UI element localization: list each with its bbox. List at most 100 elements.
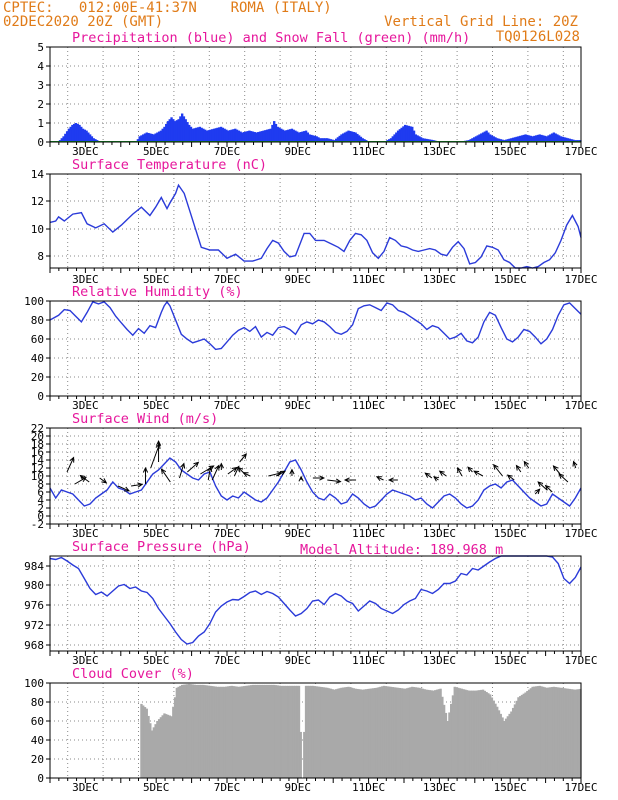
cloud-bar: [165, 714, 168, 778]
cloud-bar: [549, 687, 552, 778]
series-line: [49, 555, 582, 645]
x-tick-label: 17DEC: [564, 273, 597, 286]
cloud-bar: [365, 689, 368, 778]
wind-arrow-head: [552, 465, 559, 471]
cloud-bar: [538, 685, 541, 778]
precip-bar: [520, 135, 524, 142]
precip-bar: [168, 119, 171, 142]
cloud-bar: [511, 707, 515, 778]
precip-bar: [267, 129, 271, 142]
x-tick-label: 7DEC: [214, 654, 241, 667]
wind-arrow: [80, 475, 90, 483]
cloud-bar: [577, 689, 580, 778]
cloud-bar: [481, 689, 485, 778]
precip-bar: [327, 138, 331, 142]
y-tick-label: 40: [31, 734, 44, 747]
precip-bar: [209, 129, 212, 142]
precip-bar: [223, 128, 226, 142]
cloud-bar: [166, 714, 170, 778]
cloud-bar: [257, 684, 260, 778]
cloud-bar: [542, 686, 545, 778]
cloud-bar: [473, 690, 476, 778]
cloud-bar: [246, 685, 249, 778]
cloud-bar: [276, 685, 279, 778]
precip-bar: [74, 123, 78, 142]
y-tick-label: 984: [24, 560, 44, 573]
precip-bar: [212, 128, 216, 142]
x-tick-label: 17DEC: [564, 145, 597, 158]
precip-bar: [566, 138, 570, 142]
cloud-bar: [492, 700, 495, 778]
precip-bar: [515, 136, 518, 142]
cloud-bar: [180, 684, 184, 778]
cloud-bar: [398, 687, 402, 778]
wind-arrow-head: [523, 460, 529, 467]
cloud-bar: [448, 712, 451, 778]
wind-arrow-head: [280, 470, 287, 476]
cloud-bar: [269, 684, 272, 778]
cloud-bar: [412, 687, 416, 778]
precip-bar: [273, 121, 276, 142]
cloud-bar: [428, 690, 432, 778]
x-tick-label: 5DEC: [143, 781, 170, 794]
cloud-bar: [260, 684, 263, 778]
wind-arrow-head: [80, 477, 87, 483]
cloud-bar: [393, 687, 396, 778]
precip-bar: [412, 130, 416, 142]
precip-bar: [205, 130, 209, 142]
precip-bar: [78, 124, 81, 142]
precip-bar: [280, 128, 283, 142]
cloud-bar: [400, 688, 403, 778]
cloud-bar: [575, 689, 579, 778]
wind-arrow-head: [242, 472, 249, 478]
y-tick-label: 100: [24, 295, 44, 308]
cloud-bar: [536, 686, 540, 778]
cloud-bar: [186, 684, 189, 778]
precip-bar: [561, 136, 564, 142]
cloud-bar: [471, 690, 474, 778]
x-tick-label: 17DEC: [564, 654, 597, 667]
precip-bar: [253, 132, 256, 142]
precip-bar: [265, 129, 269, 142]
x-tick-label: 13DEC: [423, 399, 456, 412]
cloud-bar: [579, 688, 582, 778]
cloud-bar: [467, 690, 471, 778]
wind-arrow-head: [155, 440, 162, 446]
cloud-bar: [395, 687, 398, 778]
y-tick-label: 80: [31, 314, 44, 327]
precip-bar: [287, 129, 290, 142]
precip-bar: [191, 128, 194, 142]
precip-bar: [274, 123, 278, 142]
cloud-bar: [203, 685, 207, 778]
cloud-bar: [559, 687, 563, 778]
wind-arrow-head: [544, 484, 551, 491]
cloud-bar: [209, 685, 212, 778]
panel-2: Relative Humidity (%) 100 80 60 40 20 0 3DEC 5DE…: [24, 284, 597, 412]
x-tick-label: 5DEC: [143, 527, 170, 540]
precip-bar: [396, 130, 400, 142]
x-tick-label: 11DEC: [352, 527, 385, 540]
cloud-bar: [515, 700, 518, 778]
precip-bar: [334, 138, 338, 142]
cloud-bar: [506, 716, 510, 778]
precip-bar: [182, 116, 186, 142]
cloud-bar: [232, 686, 235, 778]
precip-bar: [242, 132, 246, 142]
cloud-bar: [177, 686, 180, 778]
cloud-bar: [271, 684, 274, 778]
cloud-bar: [527, 689, 531, 778]
precip-bar: [340, 134, 343, 142]
cloud-bar: [524, 692, 527, 778]
wind-arrow-head: [343, 477, 350, 483]
wind-arrow: [439, 470, 447, 477]
cloud-bar: [573, 689, 577, 778]
x-tick-label: 15DEC: [494, 273, 527, 286]
cloud-bar: [193, 684, 196, 778]
cloud-bar: [458, 688, 462, 778]
wind-arrow-head: [319, 475, 326, 481]
cloud-bar: [513, 704, 517, 778]
cloud-bar: [168, 715, 171, 778]
cloud-bar: [207, 685, 210, 778]
cloud-bar: [522, 693, 525, 778]
cloud-bar: [451, 695, 455, 778]
